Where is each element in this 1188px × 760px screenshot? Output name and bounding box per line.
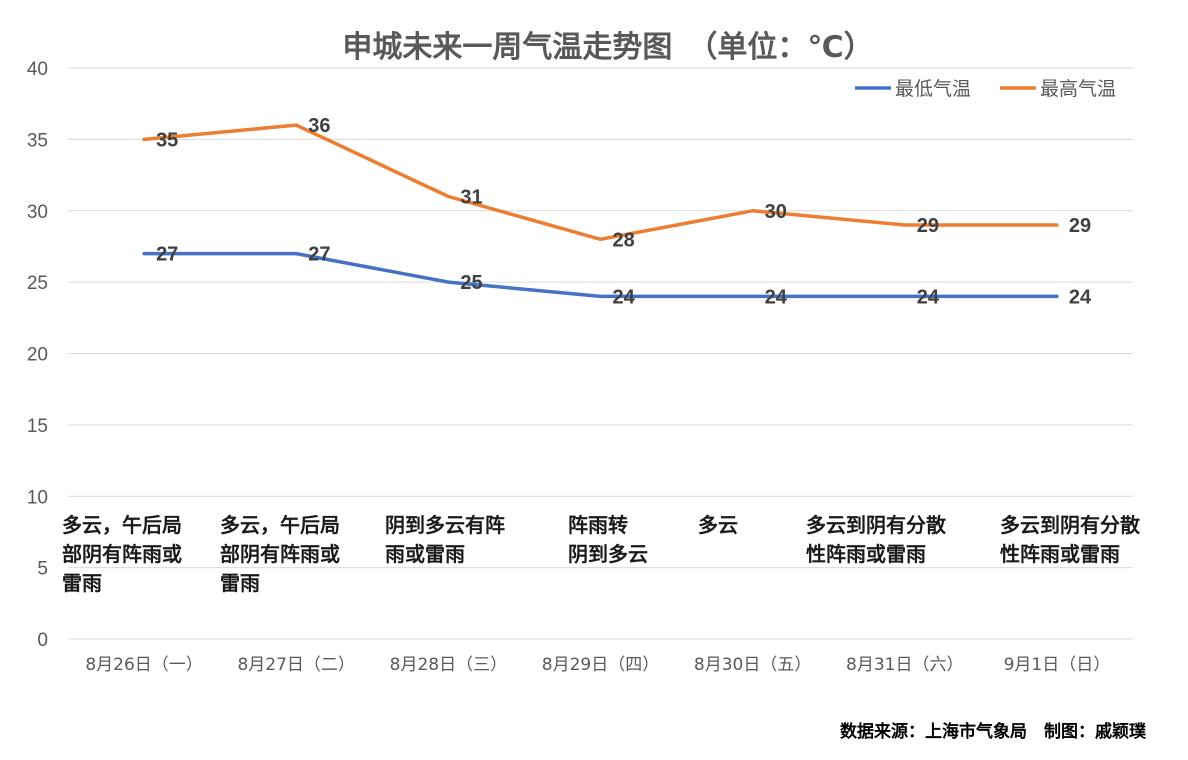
y-tick-label: 20: [27, 345, 48, 366]
x-tick-label: 8月31日（六）: [846, 655, 963, 675]
y-tick-label: 5: [37, 559, 48, 580]
weather-line: 雨或雷雨: [385, 542, 465, 566]
weather-line: 多云，午后局: [220, 513, 340, 537]
weather-line: 性阵雨或雷雨: [806, 542, 926, 566]
x-axis-ticks: 8月26日（一） 8月27日（二） 8月28日（三） 8月29日（四） 8月30日（五）…: [85, 655, 1110, 675]
weather-description: 阴到多云有阵雨或雷雨: [385, 513, 505, 566]
series-line-0: [142, 251, 1059, 299]
y-tick-label: 35: [27, 130, 48, 151]
data-label: 36: [308, 115, 330, 137]
data-label: 27: [156, 244, 178, 266]
weather-line: 性阵雨或雷雨: [1000, 542, 1120, 566]
y-tick-label: 30: [27, 202, 48, 223]
weather-line: 阵雨转: [568, 513, 628, 537]
weather-line: 多云到阴有分散: [806, 513, 947, 537]
weather-description: 多云到阴有分散性阵雨或雷雨: [1000, 513, 1141, 566]
x-tick-label: 8月28日（三）: [390, 655, 507, 675]
weather-description: 多云到阴有分散性阵雨或雷雨: [806, 513, 947, 566]
data-label: 25: [460, 272, 482, 294]
y-tick-label: 0: [37, 630, 48, 651]
weather-line: 多云，午后局: [62, 513, 182, 537]
x-tick-label: 8月29日（四）: [542, 655, 659, 675]
data-label: 29: [1069, 215, 1091, 237]
weather-line: 部阴有阵雨或: [62, 542, 182, 566]
weather-description: 多云，午后局部阴有阵雨或雷雨: [62, 513, 182, 595]
weather-line: 多云: [698, 513, 738, 537]
weather-line: 多云到阴有分散: [1000, 513, 1141, 537]
legend: 最低气温 最高气温: [855, 78, 1116, 100]
data-label: 35: [156, 129, 178, 151]
y-tick-label: 10: [27, 487, 48, 508]
y-axis-ticks: 0 5 10 15 20 25 30 35 40: [27, 59, 48, 651]
x-tick-label: 8月30日（五）: [694, 655, 811, 675]
weather-line: 阴到多云有阵: [385, 513, 505, 537]
x-tick-label: 8月27日（二）: [237, 655, 354, 675]
data-label: 30: [765, 201, 787, 223]
gridlines: [68, 67, 1133, 640]
legend-label: 最高气温: [1040, 78, 1116, 100]
weather-descriptions: 多云，午后局部阴有阵雨或雷雨多云，午后局部阴有阵雨或雷雨阴到多云有阵雨或雷雨阵雨…: [62, 513, 1141, 595]
weather-line: 雷雨: [62, 571, 102, 595]
x-tick-label: 9月1日（日）: [1004, 655, 1111, 675]
x-tick-label: 8月26日（一）: [85, 655, 202, 675]
weather-description: 阵雨转阴到多云: [568, 513, 648, 566]
data-label: 28: [613, 229, 635, 251]
weather-line: 阴到多云: [568, 542, 648, 566]
series-lines: [142, 123, 1059, 299]
series-line-1: [142, 123, 1059, 242]
data-label: 27: [308, 244, 330, 266]
data-label: 24: [613, 286, 636, 308]
weather-description: 多云: [698, 513, 738, 537]
y-tick-label: 25: [27, 273, 48, 294]
weather-line: 雷雨: [220, 571, 260, 595]
data-label: 24: [917, 286, 940, 308]
data-labels: 27 27 25 24 24 24 24 35 36 31 28 30 29 29: [156, 115, 1092, 308]
chart-title: 申城未来一周气温走势图 （单位：℃）: [342, 30, 873, 65]
data-label: 24: [765, 286, 788, 308]
source-note: 数据来源：上海市气象局 制图：戚颖璞: [840, 721, 1147, 742]
y-tick-label: 15: [27, 416, 48, 437]
weather-description: 多云，午后局部阴有阵雨或雷雨: [220, 513, 340, 595]
data-label: 31: [460, 186, 482, 208]
data-label: 24: [1069, 286, 1092, 308]
data-label: 29: [917, 215, 939, 237]
legend-label: 最低气温: [895, 78, 971, 100]
weather-line: 部阴有阵雨或: [220, 542, 340, 566]
y-tick-label: 40: [27, 59, 48, 80]
